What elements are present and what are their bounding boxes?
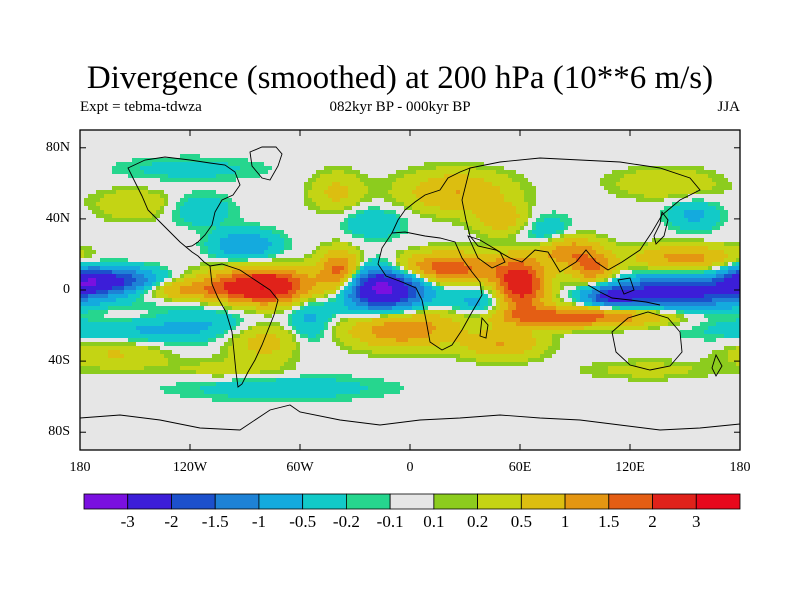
colorbar-label: 2 bbox=[648, 512, 657, 531]
colorbar-swatch bbox=[695, 493, 741, 510]
colorbar-label: -0.1 bbox=[376, 512, 404, 531]
lon-tick-label: 120E bbox=[615, 460, 645, 475]
coastline-central-america bbox=[185, 246, 211, 267]
coastline-europe bbox=[391, 167, 471, 234]
lon-tick-label: 180 bbox=[69, 460, 91, 475]
coastline-borneo bbox=[617, 277, 635, 295]
coastline-new-zealand bbox=[711, 353, 723, 377]
coastline-layer bbox=[80, 146, 740, 431]
contour-fill-layer bbox=[80, 130, 740, 450]
colorbar-swatch bbox=[127, 493, 172, 510]
coastline-greenland bbox=[249, 146, 283, 181]
coastline-madagascar bbox=[479, 316, 489, 339]
lat-tick-label: 80N bbox=[45, 139, 70, 155]
lon-tick-label: 180 bbox=[729, 460, 751, 475]
lat-tick-label: 40S bbox=[48, 353, 70, 369]
colorbar-swatch bbox=[652, 493, 697, 510]
colorbar-label: 0.5 bbox=[510, 512, 532, 531]
colorbar-swatch bbox=[608, 493, 653, 510]
colorbar-swatch bbox=[564, 493, 610, 510]
colorbar-label: 0.2 bbox=[466, 512, 489, 531]
colorbar-swatch bbox=[83, 493, 129, 510]
lat-tick-label: 80S bbox=[48, 424, 70, 440]
colorbar-label: -3 bbox=[120, 512, 135, 531]
colorbar-label: -0.5 bbox=[289, 512, 317, 531]
colorbar-swatch bbox=[302, 493, 347, 510]
colorbar-label: 0.1 bbox=[423, 512, 445, 531]
coastline-australia bbox=[611, 311, 683, 371]
colorbar-swatch bbox=[345, 493, 391, 510]
coastline-south-america bbox=[209, 263, 279, 388]
colorbar-swatch bbox=[520, 493, 566, 510]
lon-tick-label: 120W bbox=[172, 460, 208, 475]
colorbar-label: 1.5 bbox=[598, 512, 620, 531]
lat-tick-label: 0 bbox=[63, 282, 70, 297]
coastline-japan bbox=[653, 210, 669, 245]
colorbar bbox=[83, 493, 741, 510]
colorbar-swatch bbox=[433, 493, 479, 510]
lon-tick-label: 0 bbox=[406, 460, 414, 475]
colorbar-label: -1 bbox=[251, 512, 266, 531]
colorbar-label: 1 bbox=[560, 512, 570, 531]
coastline-north-america bbox=[127, 156, 241, 248]
colorbar-swatch bbox=[258, 493, 304, 510]
coastline-asia bbox=[461, 157, 701, 273]
colorbar-swatch bbox=[171, 493, 216, 510]
coastline-antarctica bbox=[80, 404, 740, 431]
period-label: 082kyr BP - 000kyr BP bbox=[329, 99, 471, 115]
colorbar-label: 3 bbox=[692, 512, 701, 531]
colorbar-label: -0.2 bbox=[332, 512, 360, 531]
experiment-label: Expt = tebma-tdwza bbox=[80, 99, 202, 115]
season-label: JJA bbox=[717, 99, 740, 115]
colorbar-label: -1.5 bbox=[201, 512, 229, 531]
lat-tick-label: 40N bbox=[45, 210, 70, 226]
axis-tick-marks bbox=[79, 130, 741, 450]
coastline-indonesia bbox=[587, 284, 661, 306]
coastline-arabia bbox=[467, 235, 506, 269]
lon-tick-label: 60E bbox=[508, 460, 532, 475]
coastline-africa bbox=[377, 231, 483, 351]
colorbar-swatch bbox=[477, 493, 522, 510]
lon-tick-label: 60W bbox=[286, 460, 314, 475]
plot-title: Divergence (smoothed) at 200 hPa (10**6 … bbox=[86, 60, 714, 96]
colorbar-label: -2 bbox=[164, 512, 179, 531]
colorbar-swatch bbox=[389, 493, 435, 510]
colorbar-swatch bbox=[214, 493, 260, 510]
